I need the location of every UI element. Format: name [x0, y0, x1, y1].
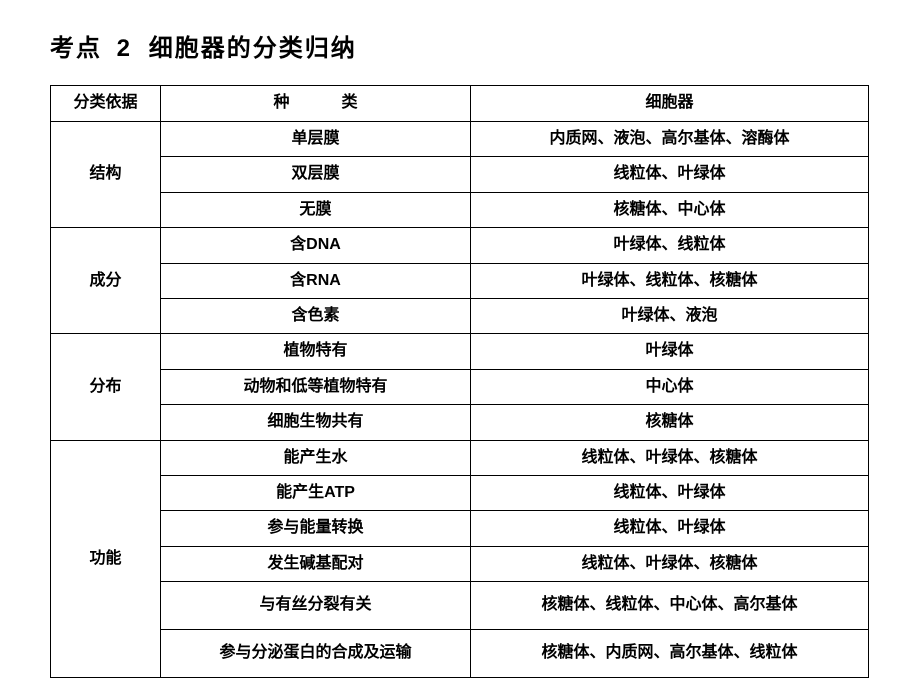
type-cell: 能产生水 [161, 440, 471, 475]
organelle-cell: 线粒体、叶绿体、核糖体 [471, 546, 869, 581]
organelle-cell: 核糖体 [471, 405, 869, 440]
table-header-row: 分类依据 种 类 细胞器 [51, 86, 869, 122]
group-label: 分布 [51, 334, 161, 440]
group-label: 成分 [51, 228, 161, 334]
title-main: 细胞器的分类归纳 [149, 35, 357, 62]
organelle-cell: 内质网、液泡、高尔基体、溶酶体 [471, 122, 869, 157]
table-row: 含色素叶绿体、液泡 [51, 298, 869, 333]
organelle-cell: 线粒体、叶绿体 [471, 475, 869, 510]
table-row: 参与分泌蛋白的合成及运输核糖体、内质网、高尔基体、线粒体 [51, 630, 869, 678]
organelle-cell: 线粒体、叶绿体 [471, 511, 869, 546]
type-cell: 参与能量转换 [161, 511, 471, 546]
header-basis: 分类依据 [51, 86, 161, 122]
organelle-cell: 线粒体、叶绿体 [471, 157, 869, 192]
table-row: 无膜核糖体、中心体 [51, 192, 869, 227]
table-row: 功能能产生水线粒体、叶绿体、核糖体 [51, 440, 869, 475]
organelle-cell: 叶绿体、线粒体 [471, 228, 869, 263]
type-cell: 参与分泌蛋白的合成及运输 [161, 630, 471, 678]
organelle-cell: 核糖体、线粒体、中心体、高尔基体 [471, 582, 869, 630]
title-prefix: 考点 [50, 35, 102, 62]
organelle-cell: 叶绿体、液泡 [471, 298, 869, 333]
type-cell: 与有丝分裂有关 [161, 582, 471, 630]
header-organelle: 细胞器 [471, 86, 869, 122]
organelle-cell: 核糖体、中心体 [471, 192, 869, 227]
type-cell: 双层膜 [161, 157, 471, 192]
type-cell: 含RNA [161, 263, 471, 298]
table-row: 结构单层膜内质网、液泡、高尔基体、溶酶体 [51, 122, 869, 157]
table-row: 与有丝分裂有关核糖体、线粒体、中心体、高尔基体 [51, 582, 869, 630]
type-cell: 植物特有 [161, 334, 471, 369]
table-row: 分布植物特有叶绿体 [51, 334, 869, 369]
table-row: 双层膜线粒体、叶绿体 [51, 157, 869, 192]
table-row: 含RNA叶绿体、线粒体、核糖体 [51, 263, 869, 298]
organelle-cell: 中心体 [471, 369, 869, 404]
table-row: 能产生ATP线粒体、叶绿体 [51, 475, 869, 510]
organelle-cell: 叶绿体、线粒体、核糖体 [471, 263, 869, 298]
page-title: 考点 2 细胞器的分类归纳 [50, 28, 870, 63]
type-cell: 含色素 [161, 298, 471, 333]
type-cell: 细胞生物共有 [161, 405, 471, 440]
table-row: 参与能量转换线粒体、叶绿体 [51, 511, 869, 546]
type-cell: 无膜 [161, 192, 471, 227]
organelle-cell: 叶绿体 [471, 334, 869, 369]
type-cell: 单层膜 [161, 122, 471, 157]
type-cell: 动物和低等植物特有 [161, 369, 471, 404]
table-row: 细胞生物共有核糖体 [51, 405, 869, 440]
group-label: 功能 [51, 440, 161, 678]
type-cell: 含DNA [161, 228, 471, 263]
organelle-cell: 线粒体、叶绿体、核糖体 [471, 440, 869, 475]
title-number: 2 [117, 35, 130, 62]
type-cell: 能产生ATP [161, 475, 471, 510]
classification-table: 分类依据 种 类 细胞器 结构单层膜内质网、液泡、高尔基体、溶酶体双层膜线粒体、… [50, 85, 869, 678]
organelle-cell: 核糖体、内质网、高尔基体、线粒体 [471, 630, 869, 678]
table-row: 发生碱基配对线粒体、叶绿体、核糖体 [51, 546, 869, 581]
group-label: 结构 [51, 122, 161, 228]
type-cell: 发生碱基配对 [161, 546, 471, 581]
header-type: 种 类 [161, 86, 471, 122]
table-row: 成分含DNA叶绿体、线粒体 [51, 228, 869, 263]
table-row: 动物和低等植物特有中心体 [51, 369, 869, 404]
